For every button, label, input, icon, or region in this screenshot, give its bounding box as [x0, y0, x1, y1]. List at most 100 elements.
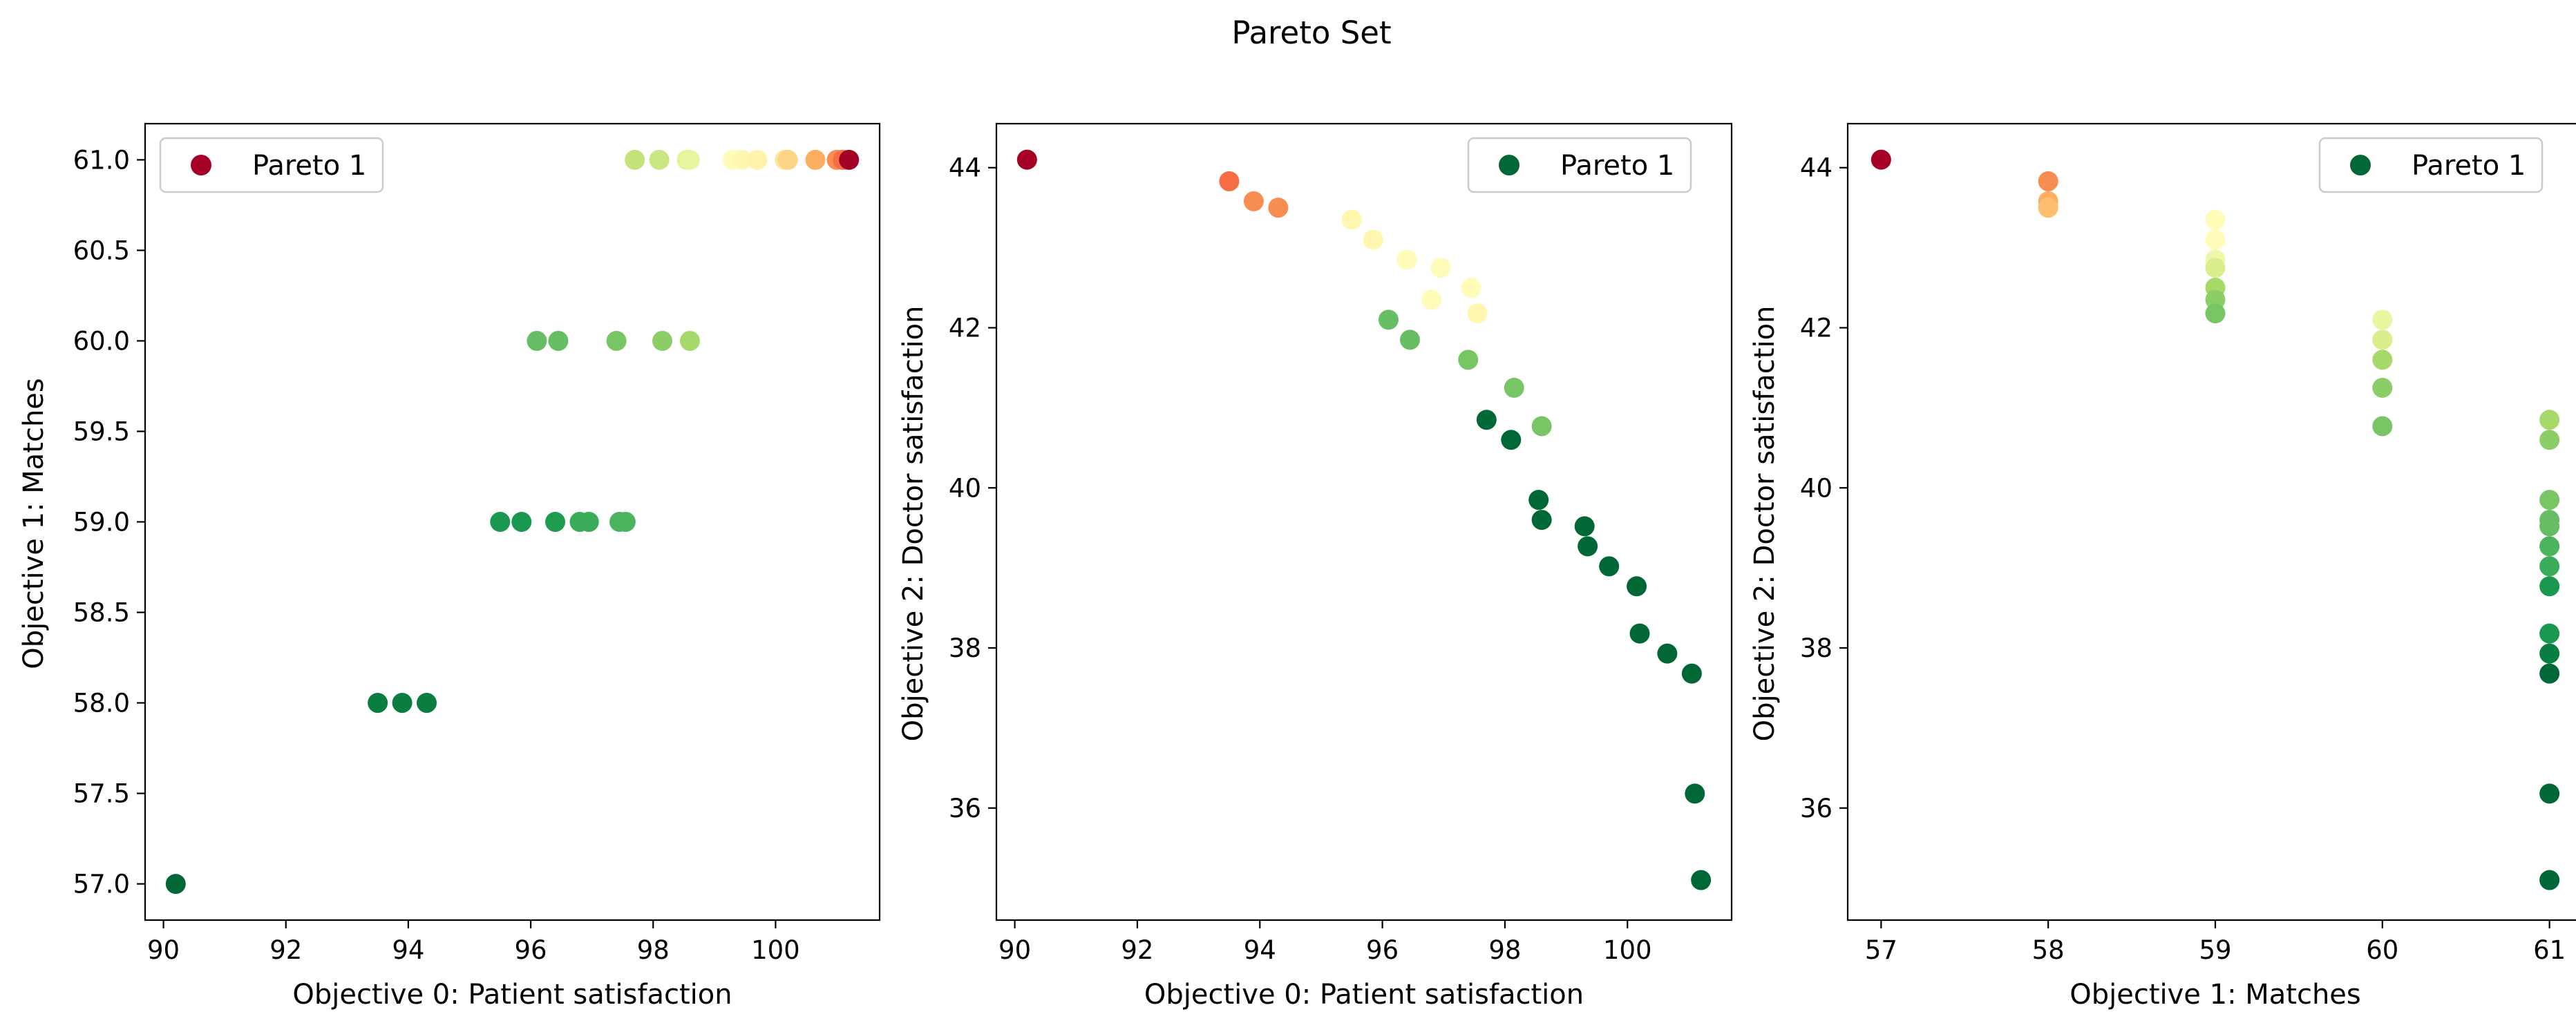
legend-frame — [159, 137, 384, 193]
scatter-point — [511, 512, 532, 532]
figure-title: Pareto Set — [1231, 15, 1391, 51]
scatter-point — [1574, 516, 1595, 537]
scatter-point — [548, 330, 569, 351]
x-tick-label: 96 — [1366, 935, 1399, 965]
subplot-1-ylabel: Objective 1: Matches — [18, 378, 50, 669]
scatter-point — [1396, 249, 1417, 270]
scatter-point — [165, 874, 186, 895]
scatter-point — [839, 149, 860, 170]
scatter-point — [2038, 198, 2058, 218]
scatter-point — [2205, 258, 2226, 278]
scatter-point — [805, 149, 826, 170]
scatter-point — [490, 512, 511, 532]
y-tick-label: 58.5 — [73, 598, 130, 628]
y-tick-label: 57.5 — [73, 779, 130, 809]
subplot-2-ylabel: Objective 2: Doctor satisfaction — [898, 306, 929, 742]
legend-marker — [1499, 155, 1519, 175]
scatter-point — [2372, 377, 2393, 398]
subplot-3-legend: Pareto 1 — [2318, 137, 2544, 193]
scatter-point — [777, 149, 798, 170]
x-tick-label: 100 — [1603, 935, 1652, 965]
y-tick-label: 44 — [949, 153, 981, 183]
y-tick-label: 40 — [949, 473, 981, 503]
scatter-point — [2539, 870, 2560, 890]
scatter-point — [2372, 309, 2393, 330]
legend-label: Pareto 1 — [1560, 150, 1674, 182]
scatter-point — [1016, 149, 1037, 170]
scatter-point — [2539, 410, 2560, 430]
x-tick-label: 92 — [1121, 935, 1153, 965]
scatter-point — [606, 330, 627, 351]
scatter-point — [747, 149, 768, 170]
y-tick-label: 44 — [1800, 153, 1832, 183]
scatter-point — [2539, 783, 2560, 804]
x-tick-label: 92 — [269, 935, 302, 965]
scatter-point — [1871, 149, 1891, 170]
scatter-point — [1421, 289, 1442, 310]
scatter-point — [578, 512, 599, 532]
y-tick-label: 38 — [949, 633, 981, 663]
y-tick-label: 60.5 — [73, 236, 130, 265]
axes-frame — [995, 122, 1733, 921]
subplot-1-xlabel: Objective 0: Patient satisfaction — [292, 979, 732, 1011]
scatter-point — [527, 330, 547, 351]
scatter-point — [1461, 278, 1481, 298]
axes-frame — [1846, 122, 2576, 921]
scatter-point — [1268, 198, 1289, 218]
y-tick-label: 59.5 — [73, 417, 130, 446]
y-tick-label: 36 — [949, 794, 981, 823]
subplot-1: 90 92 94 96 98 100 57.0 57.5 58.0 58.5 59.0 59.5 60.… — [18, 122, 881, 1011]
subplot-3-plot-area: 57 58 59 60 61 36 38 40 42 44 — [1800, 122, 2576, 965]
x-tick-label: 60 — [2366, 935, 2398, 965]
y-tick-label: 42 — [949, 313, 981, 343]
scatter-point — [2205, 303, 2226, 324]
y-tick-label: 61.0 — [73, 145, 130, 175]
scatter-point — [1528, 490, 1549, 510]
scatter-point — [732, 149, 752, 170]
scatter-point — [1681, 663, 1702, 684]
legend-label: Pareto 1 — [252, 150, 366, 182]
scatter-point — [2038, 171, 2058, 191]
x-tick-label: 61 — [2533, 935, 2566, 965]
y-tick-label: 40 — [1800, 473, 1832, 503]
legend-marker — [2350, 155, 2371, 175]
x-tick-label: 98 — [637, 935, 670, 965]
scatter-point — [1627, 576, 1647, 597]
scatter-point — [2539, 643, 2560, 664]
scatter-point — [1400, 329, 1420, 350]
scatter-point — [1467, 303, 1488, 324]
scatter-point — [2539, 576, 2560, 597]
scatter-point — [1243, 191, 1264, 211]
scatter-point — [2372, 329, 2393, 350]
scatter-point — [652, 330, 673, 351]
scatter-point — [1531, 416, 1552, 437]
subplot-3: 57 58 59 60 61 36 38 40 42 44 Objective 1: Matche… — [1749, 122, 2576, 1011]
x-tick-label: 57 — [1865, 935, 1897, 965]
x-tick-label: 96 — [515, 935, 547, 965]
legend-frame — [1467, 137, 1692, 193]
subplot-3-ylabel: Objective 2: Doctor satisfaction — [1749, 306, 1781, 742]
y-tick-label: 38 — [1800, 633, 1832, 663]
scatter-point — [1531, 510, 1552, 531]
subplot-2-plot-area: 90 92 94 96 98 100 36 38 40 42 44 — [949, 122, 1733, 965]
scatter-point — [1458, 350, 1479, 370]
legend-label: Pareto 1 — [2412, 150, 2526, 182]
x-tick-label: 58 — [2032, 935, 2065, 965]
y-tick-label: 59.0 — [73, 508, 130, 537]
x-tick-label: 94 — [392, 935, 424, 965]
scatter-point — [679, 149, 700, 170]
scatter-point — [1430, 258, 1451, 278]
scatter-point — [1501, 430, 1522, 450]
scatter-point — [1504, 377, 1524, 398]
subplot-2: 90 92 94 96 98 100 36 38 40 42 44 Objective 0: Pat… — [898, 122, 1733, 1011]
scatter-point — [1657, 643, 1678, 664]
scatter-point — [2539, 556, 2560, 577]
axes-frame — [144, 122, 881, 921]
scatter-point — [1691, 870, 1712, 890]
scatter-point — [2205, 229, 2226, 250]
x-tick-label: 94 — [1244, 935, 1276, 965]
scatter-point — [1378, 309, 1399, 330]
scatter-point — [1599, 556, 1620, 577]
x-tick-label: 90 — [147, 935, 180, 965]
scatter-point — [2539, 490, 2560, 510]
